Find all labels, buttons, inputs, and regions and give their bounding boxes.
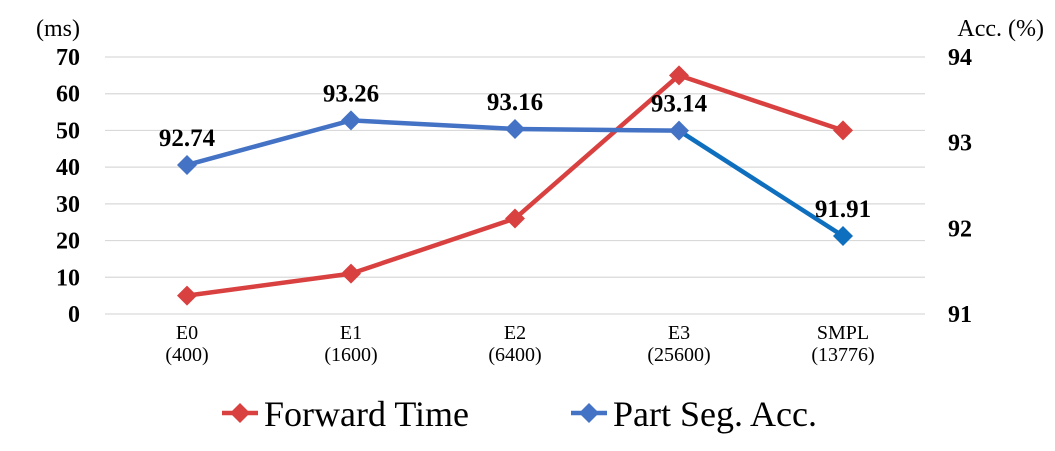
right-tick-label: 92	[948, 216, 972, 242]
part-seg-acc-marker	[505, 118, 525, 139]
forward-time-segment	[184, 271, 354, 298]
part-seg-acc-segment	[348, 118, 518, 132]
category-sublabel: (400)	[165, 344, 208, 366]
part-seg-acc-marker	[833, 226, 853, 247]
category-sublabel: (6400)	[488, 344, 541, 366]
left-tick-label: 30	[56, 192, 80, 218]
category-label: SMPL	[817, 322, 869, 344]
data-label: 93.16	[487, 89, 543, 116]
forward-time-segment	[512, 73, 682, 221]
left-tick-label: 10	[56, 265, 80, 291]
left-tick-label: 60	[56, 82, 80, 108]
left-tick-label: 20	[56, 229, 80, 255]
left-tick-label: 50	[56, 118, 80, 144]
right-tick-label: 93	[948, 131, 972, 157]
left-axis-unit-label: (ms)	[36, 16, 80, 42]
part-seg-acc-marker	[669, 120, 689, 141]
forward-time-marker	[505, 208, 525, 229]
forward-time-marker	[341, 263, 361, 284]
part-seg-acc-marker	[341, 110, 361, 131]
forward-time-segment	[348, 216, 518, 276]
forward-time-marker	[833, 120, 853, 141]
right-tick-label: 91	[948, 302, 972, 328]
forward-time-marker	[177, 285, 197, 306]
legend: Forward Time Part Seg. Acc.	[222, 394, 817, 434]
left-tick-label: 0	[68, 302, 80, 328]
part-seg-acc-segment	[512, 126, 682, 133]
category-label: E2	[504, 322, 526, 344]
category-label: E0	[176, 322, 198, 344]
data-label: 92.74	[159, 125, 216, 152]
category-sublabel: (25600)	[647, 344, 710, 366]
data-label: 91.91	[815, 196, 871, 223]
category-sublabel: (13776)	[811, 344, 874, 366]
forward-time-marker	[669, 65, 689, 86]
part-seg-acc-segment	[676, 128, 846, 239]
axes: (ms) Acc. (%) 01020304050607091929394E0(…	[36, 16, 1044, 366]
legend-entry-forward-time: Forward Time	[264, 394, 469, 434]
left-tick-label: 70	[56, 45, 80, 71]
data-labels: 92.74 93.26 93.16 93.14 91.91	[159, 80, 871, 223]
left-tick-label: 40	[56, 155, 80, 181]
category-label: E3	[668, 322, 690, 344]
right-axis-unit-label: Acc. (%)	[957, 16, 1044, 42]
series-lines	[177, 65, 853, 306]
legend-marker-part-seg-acc	[579, 403, 599, 423]
category-sublabel: (1600)	[324, 344, 377, 366]
part-seg-acc-marker	[177, 154, 197, 175]
data-label: 93.26	[323, 80, 379, 107]
right-tick-label: 94	[948, 45, 972, 71]
forward-time-segment	[676, 73, 846, 133]
legend-marker-forward-time	[230, 403, 250, 423]
legend-entry-part-seg-acc: Part Seg. Acc.	[613, 394, 817, 434]
part-seg-acc-segment	[184, 118, 354, 168]
data-label: 93.14	[651, 91, 708, 118]
category-label: E1	[340, 322, 362, 344]
